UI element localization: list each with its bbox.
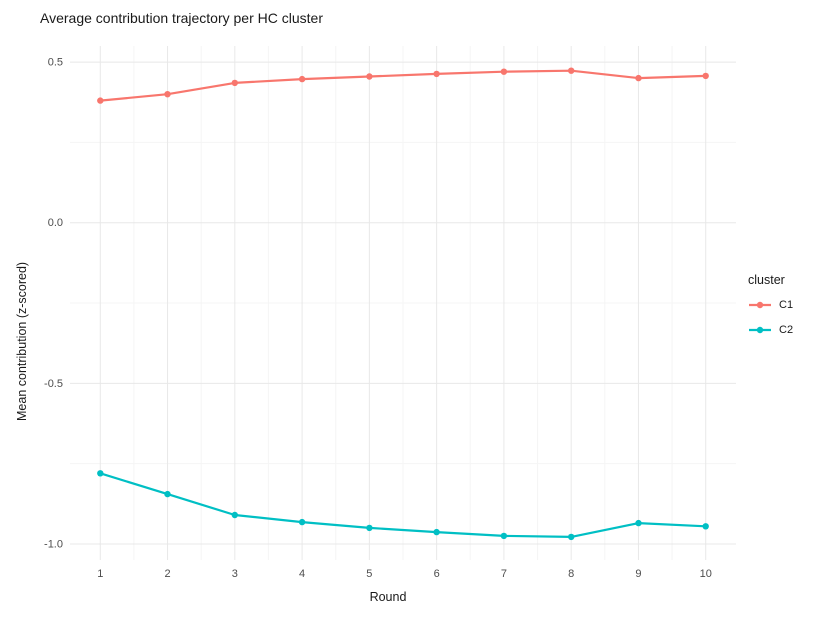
- data-point-C1: [702, 72, 709, 80]
- grid-minor: [70, 46, 736, 560]
- x-tick-label: 9: [635, 568, 641, 580]
- data-point-C2: [231, 511, 238, 519]
- legend: cluster C1 C2: [744, 36, 821, 613]
- data-point-C1: [433, 70, 440, 78]
- y-tick-label: 0.0: [48, 217, 63, 229]
- x-tick-label: 7: [501, 568, 507, 580]
- data-point-C2: [433, 528, 440, 536]
- y-tick-label: -0.5: [44, 378, 63, 390]
- data-point-C1: [568, 67, 575, 74]
- legend-title: cluster: [748, 272, 785, 287]
- series-line-C1: [99, 69, 707, 102]
- axis-tick-labels: 0.5 0.0 -0.5 -1.0 1 2 3 4 5 6 7 8 9 10: [44, 57, 712, 580]
- data-point-C2: [97, 470, 104, 477]
- data-point-C1: [97, 97, 104, 104]
- legend-item-C1: C1: [748, 297, 821, 313]
- x-axis-label: Round: [369, 590, 407, 604]
- grid-major: [70, 46, 736, 560]
- data-point-C2: [635, 519, 642, 527]
- plot-column: 0.5 0.0 -0.5 -1.0 1 2 3 4 5 6 7 8 9 10 Round: [32, 36, 744, 613]
- x-tick-label: 2: [164, 568, 170, 580]
- data-point-C2: [298, 518, 306, 526]
- data-point-C1: [366, 73, 373, 80]
- series-C2: [97, 470, 709, 541]
- legend-item-C2: C2: [748, 322, 821, 338]
- legend-key-icon: [749, 326, 771, 333]
- legend-label: C2: [779, 323, 794, 336]
- data-point-C2: [366, 524, 373, 532]
- data-point-C2: [164, 490, 171, 498]
- legend-label: C1: [779, 298, 794, 311]
- chart-body: Mean contribution (z-scored) 0.5 0.0 -0.5 -…: [12, 36, 821, 613]
- x-tick-label: 3: [232, 568, 238, 580]
- data-point-C1: [298, 75, 306, 83]
- series-line-C2: [99, 472, 707, 538]
- data-point-C2: [568, 533, 575, 541]
- x-tick-label: 8: [568, 568, 574, 580]
- series-C1: [97, 67, 709, 104]
- data-point-C1: [231, 79, 238, 87]
- x-tick-label: 10: [700, 568, 712, 580]
- x-tick-label: 4: [299, 568, 305, 580]
- chart-title: Average contribution trajectory per HC c…: [40, 10, 323, 26]
- data-point-C1: [164, 91, 171, 98]
- x-tick-label: 6: [434, 568, 440, 580]
- data-point-C1: [635, 74, 642, 82]
- legend-items: C1 C2: [748, 297, 821, 347]
- data-point-C2: [500, 532, 508, 540]
- legend-key-icon: [749, 301, 771, 308]
- y-tick-label: -1.0: [44, 538, 63, 550]
- data-point-C2: [702, 523, 709, 530]
- y-axis-label: Mean contribution (z-scored): [15, 261, 29, 422]
- plot-area: 0.5 0.0 -0.5 -1.0 1 2 3 4 5 6 7 8 9 10: [44, 46, 736, 580]
- y-tick-label: 0.5: [48, 57, 63, 69]
- data-point-C1: [500, 68, 508, 75]
- x-tick-label: 1: [97, 568, 103, 580]
- x-tick-label: 5: [366, 568, 372, 580]
